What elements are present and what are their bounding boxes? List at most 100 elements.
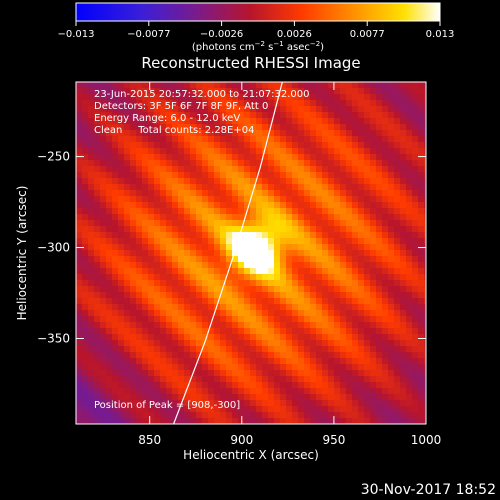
heatmap-cell: [298, 382, 305, 389]
heatmap-cell: [220, 406, 227, 413]
heatmap-cell: [130, 136, 137, 143]
heatmap-cell: [388, 226, 395, 233]
heatmap-cell: [268, 352, 275, 359]
heatmap-cell: [88, 244, 95, 251]
chart-title: Reconstructed RHESSI Image: [141, 54, 360, 72]
heatmap-cell: [262, 190, 269, 197]
heatmap-cell: [106, 172, 113, 179]
heatmap-cell: [226, 382, 233, 389]
heatmap-cell: [196, 172, 203, 179]
heatmap-cell: [418, 178, 425, 185]
heatmap-cell: [274, 202, 281, 209]
heatmap-cell: [88, 250, 95, 257]
heatmap-cell: [304, 388, 311, 395]
heatmap-cell: [214, 238, 221, 245]
heatmap-cell: [118, 208, 125, 215]
heatmap-cell: [400, 238, 407, 245]
heatmap-cell: [280, 220, 287, 227]
heatmap-cell: [142, 256, 149, 263]
heatmap-cell: [298, 238, 305, 245]
heatmap-cell: [166, 100, 173, 107]
heatmap-cell: [334, 94, 341, 101]
heatmap-cell: [112, 136, 119, 143]
heatmap-cell: [136, 268, 143, 275]
heatmap-cell: [148, 298, 155, 305]
heatmap-cell: [352, 100, 359, 107]
heatmap-cell: [304, 82, 311, 89]
heatmap-cell: [286, 214, 293, 221]
heatmap-cell: [388, 334, 395, 341]
heatmap-cell: [298, 148, 305, 155]
heatmap-cell: [292, 340, 299, 347]
heatmap-cell: [106, 358, 113, 365]
heatmap-cell: [418, 316, 425, 323]
heatmap-cell: [220, 124, 227, 131]
heatmap-cell: [274, 136, 281, 143]
heatmap-cell: [358, 292, 365, 299]
heatmap-cell: [274, 196, 281, 203]
heatmap-cell: [346, 106, 353, 113]
heatmap-cell: [286, 178, 293, 185]
heatmap-cell: [88, 184, 95, 191]
heatmap-cell: [94, 268, 101, 275]
heatmap-cell: [166, 400, 173, 407]
heatmap-cell: [352, 304, 359, 311]
heatmap-cell: [268, 298, 275, 305]
heatmap-cell: [424, 154, 426, 161]
heatmap-cell: [124, 370, 131, 377]
heatmap-cell: [148, 94, 155, 101]
heatmap-cell: [160, 118, 167, 125]
heatmap-cell: [322, 220, 329, 227]
heatmap-cell: [376, 232, 383, 239]
heatmap-cell: [112, 196, 119, 203]
heatmap-cell: [364, 112, 371, 119]
heatmap-cell: [316, 118, 323, 125]
heatmap-cell: [298, 160, 305, 167]
heatmap-cell: [382, 400, 389, 407]
heatmap-cell: [100, 262, 107, 269]
heatmap-cell: [304, 262, 311, 269]
heatmap-cell: [358, 328, 365, 335]
heatmap-cell: [148, 166, 155, 173]
heatmap-cell: [382, 190, 389, 197]
heatmap-cell: [88, 172, 95, 179]
heatmap-cell: [154, 196, 161, 203]
heatmap-cell: [184, 196, 191, 203]
heatmap-cell: [82, 352, 89, 359]
heatmap-cell: [406, 292, 413, 299]
heatmap-cell: [226, 340, 233, 347]
heatmap-cell: [340, 154, 347, 161]
heatmap-cell: [76, 184, 83, 191]
heatmap-cell: [190, 280, 197, 287]
heatmap-cell: [286, 388, 293, 395]
heatmap-cell: [376, 136, 383, 143]
heatmap-cell: [208, 130, 215, 137]
heatmap-cell: [358, 172, 365, 179]
heatmap-cell: [100, 94, 107, 101]
heatmap-cell: [346, 376, 353, 383]
heatmap-cell: [274, 226, 281, 233]
heatmap-cell: [100, 244, 107, 251]
heatmap-cell: [202, 352, 209, 359]
heatmap-cell: [136, 352, 143, 359]
heatmap-cell: [202, 166, 209, 173]
heatmap-cell: [130, 214, 137, 221]
heatmap-cell: [298, 298, 305, 305]
heatmap-cell: [184, 388, 191, 395]
heatmap-cell: [400, 262, 407, 269]
heatmap-cell: [316, 190, 323, 197]
heatmap-cell: [172, 88, 179, 95]
heatmap-cell: [118, 238, 125, 245]
heatmap-cell: [106, 100, 113, 107]
heatmap-cell: [184, 298, 191, 305]
heatmap-cell: [154, 418, 161, 424]
heatmap-cell: [100, 220, 107, 227]
heatmap-cell: [232, 400, 239, 407]
heatmap-cell: [166, 280, 173, 287]
heatmap-cell: [226, 244, 233, 251]
heatmap-cell: [112, 406, 119, 413]
heatmap-cell: [130, 118, 137, 125]
heatmap-cell: [412, 358, 419, 365]
heatmap-cell: [124, 334, 131, 341]
heatmap-cell: [418, 136, 425, 143]
